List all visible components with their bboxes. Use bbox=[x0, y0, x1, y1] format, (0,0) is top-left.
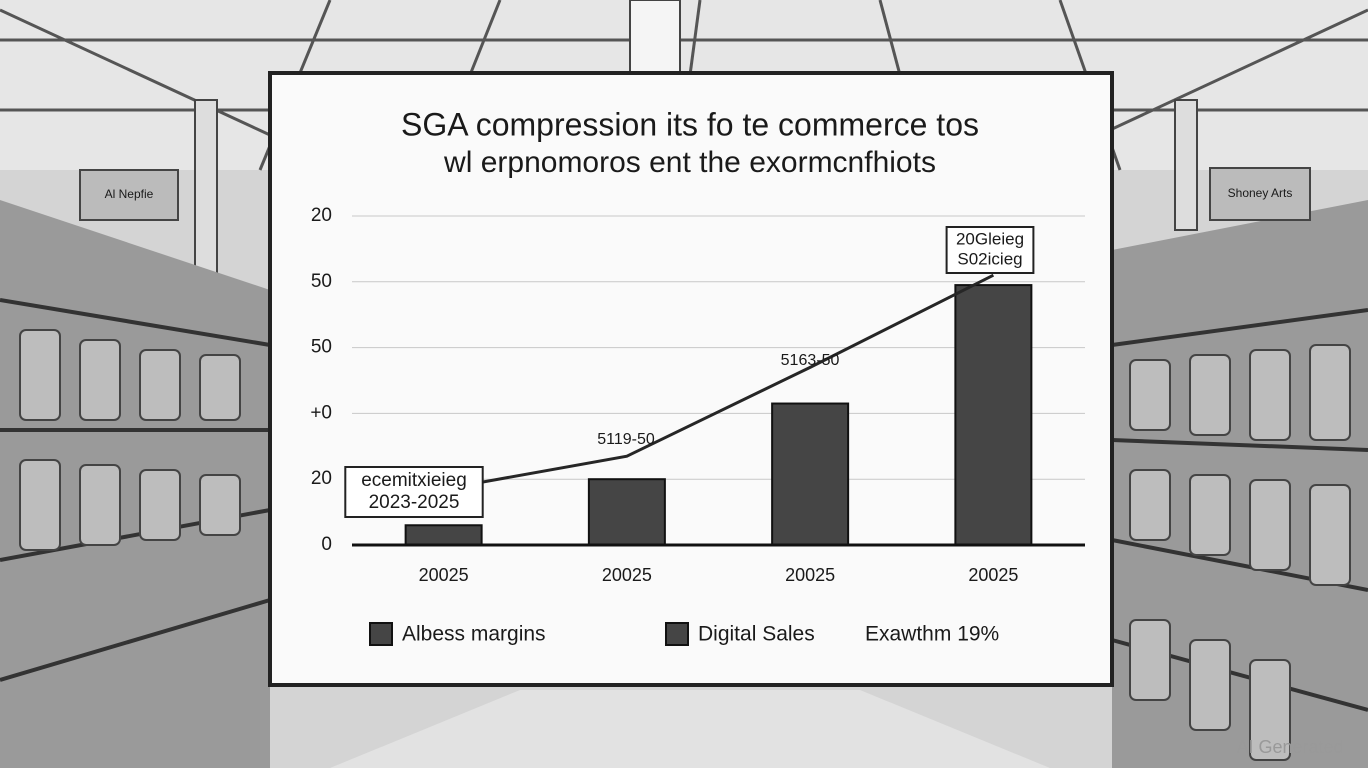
legend-label: Albess margins bbox=[402, 623, 546, 646]
annotation: S02icieg bbox=[957, 249, 1022, 268]
x-tick-label: 20025 bbox=[419, 565, 469, 585]
x-tick-label: 20025 bbox=[968, 565, 1018, 585]
legend-label: Digital Sales bbox=[698, 623, 815, 646]
line bbox=[443, 273, 995, 491]
legend-swatch bbox=[665, 622, 689, 646]
annotation: Exawthm 19% bbox=[865, 623, 999, 646]
chart-title: wl erpnomoros ent the exormcnfhiots bbox=[443, 146, 936, 179]
annotation-box bbox=[945, 226, 1035, 274]
chart-title: SGA compression its fo te commerce tos bbox=[401, 106, 979, 142]
annotation-box bbox=[344, 466, 484, 518]
watermark: AI Generated bbox=[1236, 737, 1343, 757]
annotation: 2023-2025 bbox=[369, 492, 460, 513]
y-tick-label: +0 bbox=[310, 402, 332, 423]
annotation: 20Gleieg bbox=[956, 229, 1024, 248]
bar bbox=[587, 478, 666, 547]
store-sign: Shoney Arts bbox=[1228, 186, 1293, 200]
y-tick-label: 20 bbox=[311, 468, 332, 489]
annotation: 5119-50 bbox=[597, 431, 655, 448]
legend-swatch bbox=[369, 622, 393, 646]
store-sign: Al Nepfie bbox=[105, 187, 154, 201]
x-tick-label: 20025 bbox=[785, 565, 835, 585]
bar bbox=[771, 402, 850, 546]
y-tick-label: 50 bbox=[311, 337, 332, 358]
plot: 0 20 +0 50 50 20 20025 20025 20025 20025 Albess ma… bbox=[310, 205, 1085, 646]
y-tick-label: 20 bbox=[311, 205, 332, 226]
bar bbox=[404, 524, 483, 547]
bar bbox=[954, 284, 1033, 546]
annotation: ecemitxieieg bbox=[361, 470, 467, 491]
x-tick-label: 20025 bbox=[602, 565, 652, 585]
annotation: 5163-50 bbox=[781, 352, 840, 369]
y-tick-label: 50 bbox=[311, 271, 332, 292]
y-tick-label: 0 bbox=[321, 534, 332, 555]
